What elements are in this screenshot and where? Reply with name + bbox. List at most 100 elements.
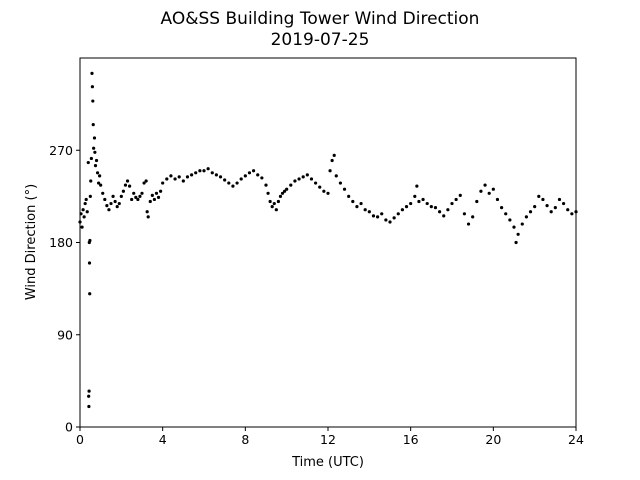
data-point [119,194,123,198]
data-point [156,195,161,199]
data-point [97,181,101,185]
data-point [415,184,419,188]
data-point [421,197,425,202]
data-point [462,212,466,216]
data-point [206,167,210,171]
data-point [549,210,553,214]
data-point [92,136,97,140]
data-point [123,183,128,187]
data-point [541,197,545,202]
data-point [458,193,462,197]
data-point [218,175,223,179]
data-point [93,150,97,154]
data-point [88,238,92,243]
data-point [91,123,95,127]
data-point [305,173,309,177]
data-point [247,171,252,175]
data-point [128,184,132,188]
data-point [165,177,169,181]
y-tick-label: 0 [65,420,73,435]
data-point [557,197,562,202]
data-point [297,177,301,181]
data-point [268,199,272,204]
data-point [396,212,400,216]
data-points-layer [78,71,578,409]
data-point [210,171,214,175]
data-point [524,215,529,219]
data-point [93,164,98,168]
data-point [173,177,177,181]
data-point [413,194,417,198]
data-point [107,208,111,212]
data-point [235,181,239,185]
data-point [371,214,376,218]
data-point [537,194,541,198]
data-point [142,181,146,185]
data-point [82,215,86,219]
y-axis-label: Wind Direction (°) [24,184,39,300]
data-point [314,181,318,185]
data-point [132,191,136,195]
data-point [553,206,557,210]
data-point [404,205,409,209]
y-tick-label: 270 [49,143,73,158]
data-point [409,201,413,206]
data-point [491,187,495,191]
data-point [105,204,109,208]
data-point [479,189,483,193]
data-point [347,194,351,198]
data-point [86,160,90,165]
data-point [89,179,93,183]
data-point [169,174,173,178]
data-point [152,197,156,202]
data-point [161,181,165,185]
data-point [376,215,380,219]
y-axis-ticks: 0 90 180 270 [49,143,80,435]
data-point [274,208,278,212]
data-point [322,189,326,193]
data-point [533,205,537,209]
data-point [190,173,194,177]
data-point [87,389,91,393]
data-point [270,205,274,209]
data-point [89,156,93,161]
data-point [471,215,475,219]
x-tick-label: 4 [159,432,167,447]
data-point [342,187,347,191]
data-point [466,222,471,226]
data-point [508,218,512,222]
data-point [140,191,144,195]
y-tick-label: 90 [57,327,73,342]
data-point [198,169,202,173]
data-point [289,183,293,187]
data-point [138,194,142,198]
plot-frame [79,57,577,428]
data-point [103,197,107,202]
data-point [90,71,94,75]
data-point [516,232,520,236]
data-point [111,194,115,198]
data-point [384,218,388,222]
data-point [154,191,159,195]
data-point [125,179,130,183]
data-point [446,208,450,212]
data-point [272,201,276,206]
data-point [495,197,500,202]
data-point [109,201,113,206]
data-point [359,201,363,206]
data-point [159,189,163,193]
data-point [425,201,429,206]
data-point [87,404,91,409]
x-tick-label: 24 [568,432,584,447]
data-point [338,181,342,185]
data-point [146,215,150,219]
data-point [433,206,438,210]
data-point [328,169,332,173]
data-point [81,208,85,212]
data-point [181,179,185,183]
data-point [80,225,84,229]
data-point [562,201,566,206]
data-point [243,174,247,178]
data-point [177,175,181,179]
